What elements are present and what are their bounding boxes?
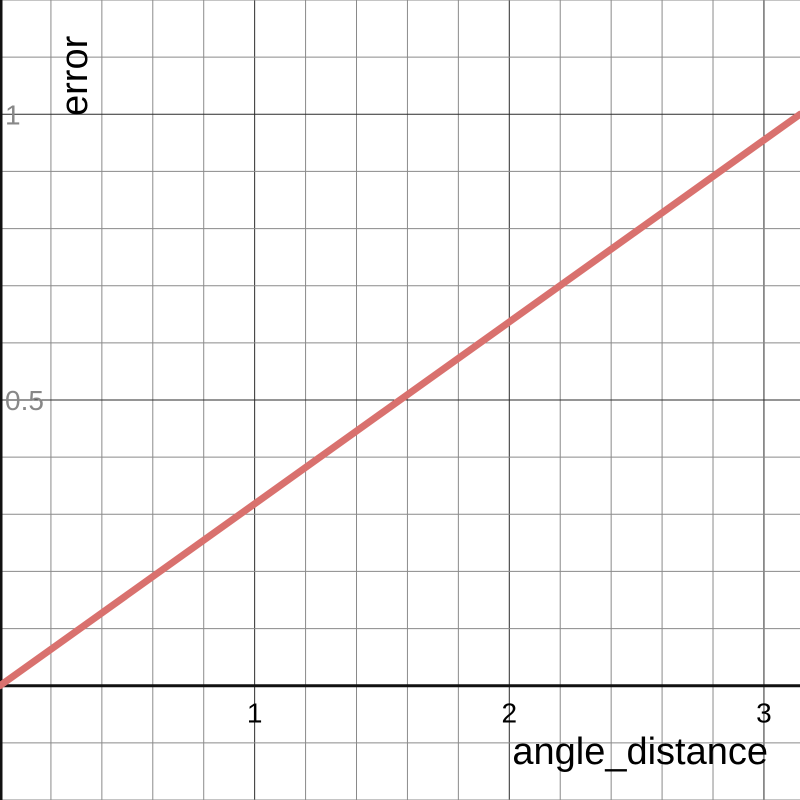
x-axis-title: angle_distance xyxy=(512,731,768,773)
x-tick-label: 1 xyxy=(247,698,263,729)
x-tick-label: 2 xyxy=(502,698,518,729)
y-tick-label: 0.5 xyxy=(5,385,44,416)
y-axis-title: error xyxy=(54,35,96,116)
x-tick-label: 3 xyxy=(756,698,772,729)
y-tick-label: 1 xyxy=(5,99,21,130)
series-line-0 xyxy=(0,110,800,690)
series-group xyxy=(0,110,800,690)
tick-labels: 1 2 3 0.5 1 xyxy=(5,99,772,728)
